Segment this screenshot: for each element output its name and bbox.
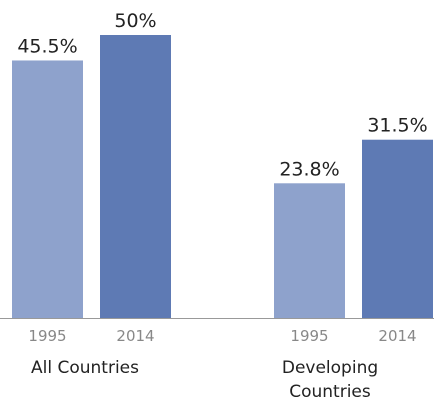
value-label: 23.8% <box>279 158 339 180</box>
value-label: 50% <box>114 10 156 32</box>
x-tick-label: 2014 <box>116 327 154 345</box>
bar <box>362 139 433 318</box>
group-label: Developing Countries <box>281 358 379 402</box>
group-label: All Countries <box>31 358 139 378</box>
x-tick-label: 2014 <box>378 327 416 345</box>
x-tick-label: 1995 <box>290 327 328 345</box>
bar <box>100 35 171 318</box>
x-tick-label: 1995 <box>28 327 66 345</box>
bar <box>12 60 83 318</box>
value-label: 45.5% <box>17 35 77 57</box>
value-label: 31.5% <box>367 115 427 137</box>
bar <box>274 183 345 318</box>
